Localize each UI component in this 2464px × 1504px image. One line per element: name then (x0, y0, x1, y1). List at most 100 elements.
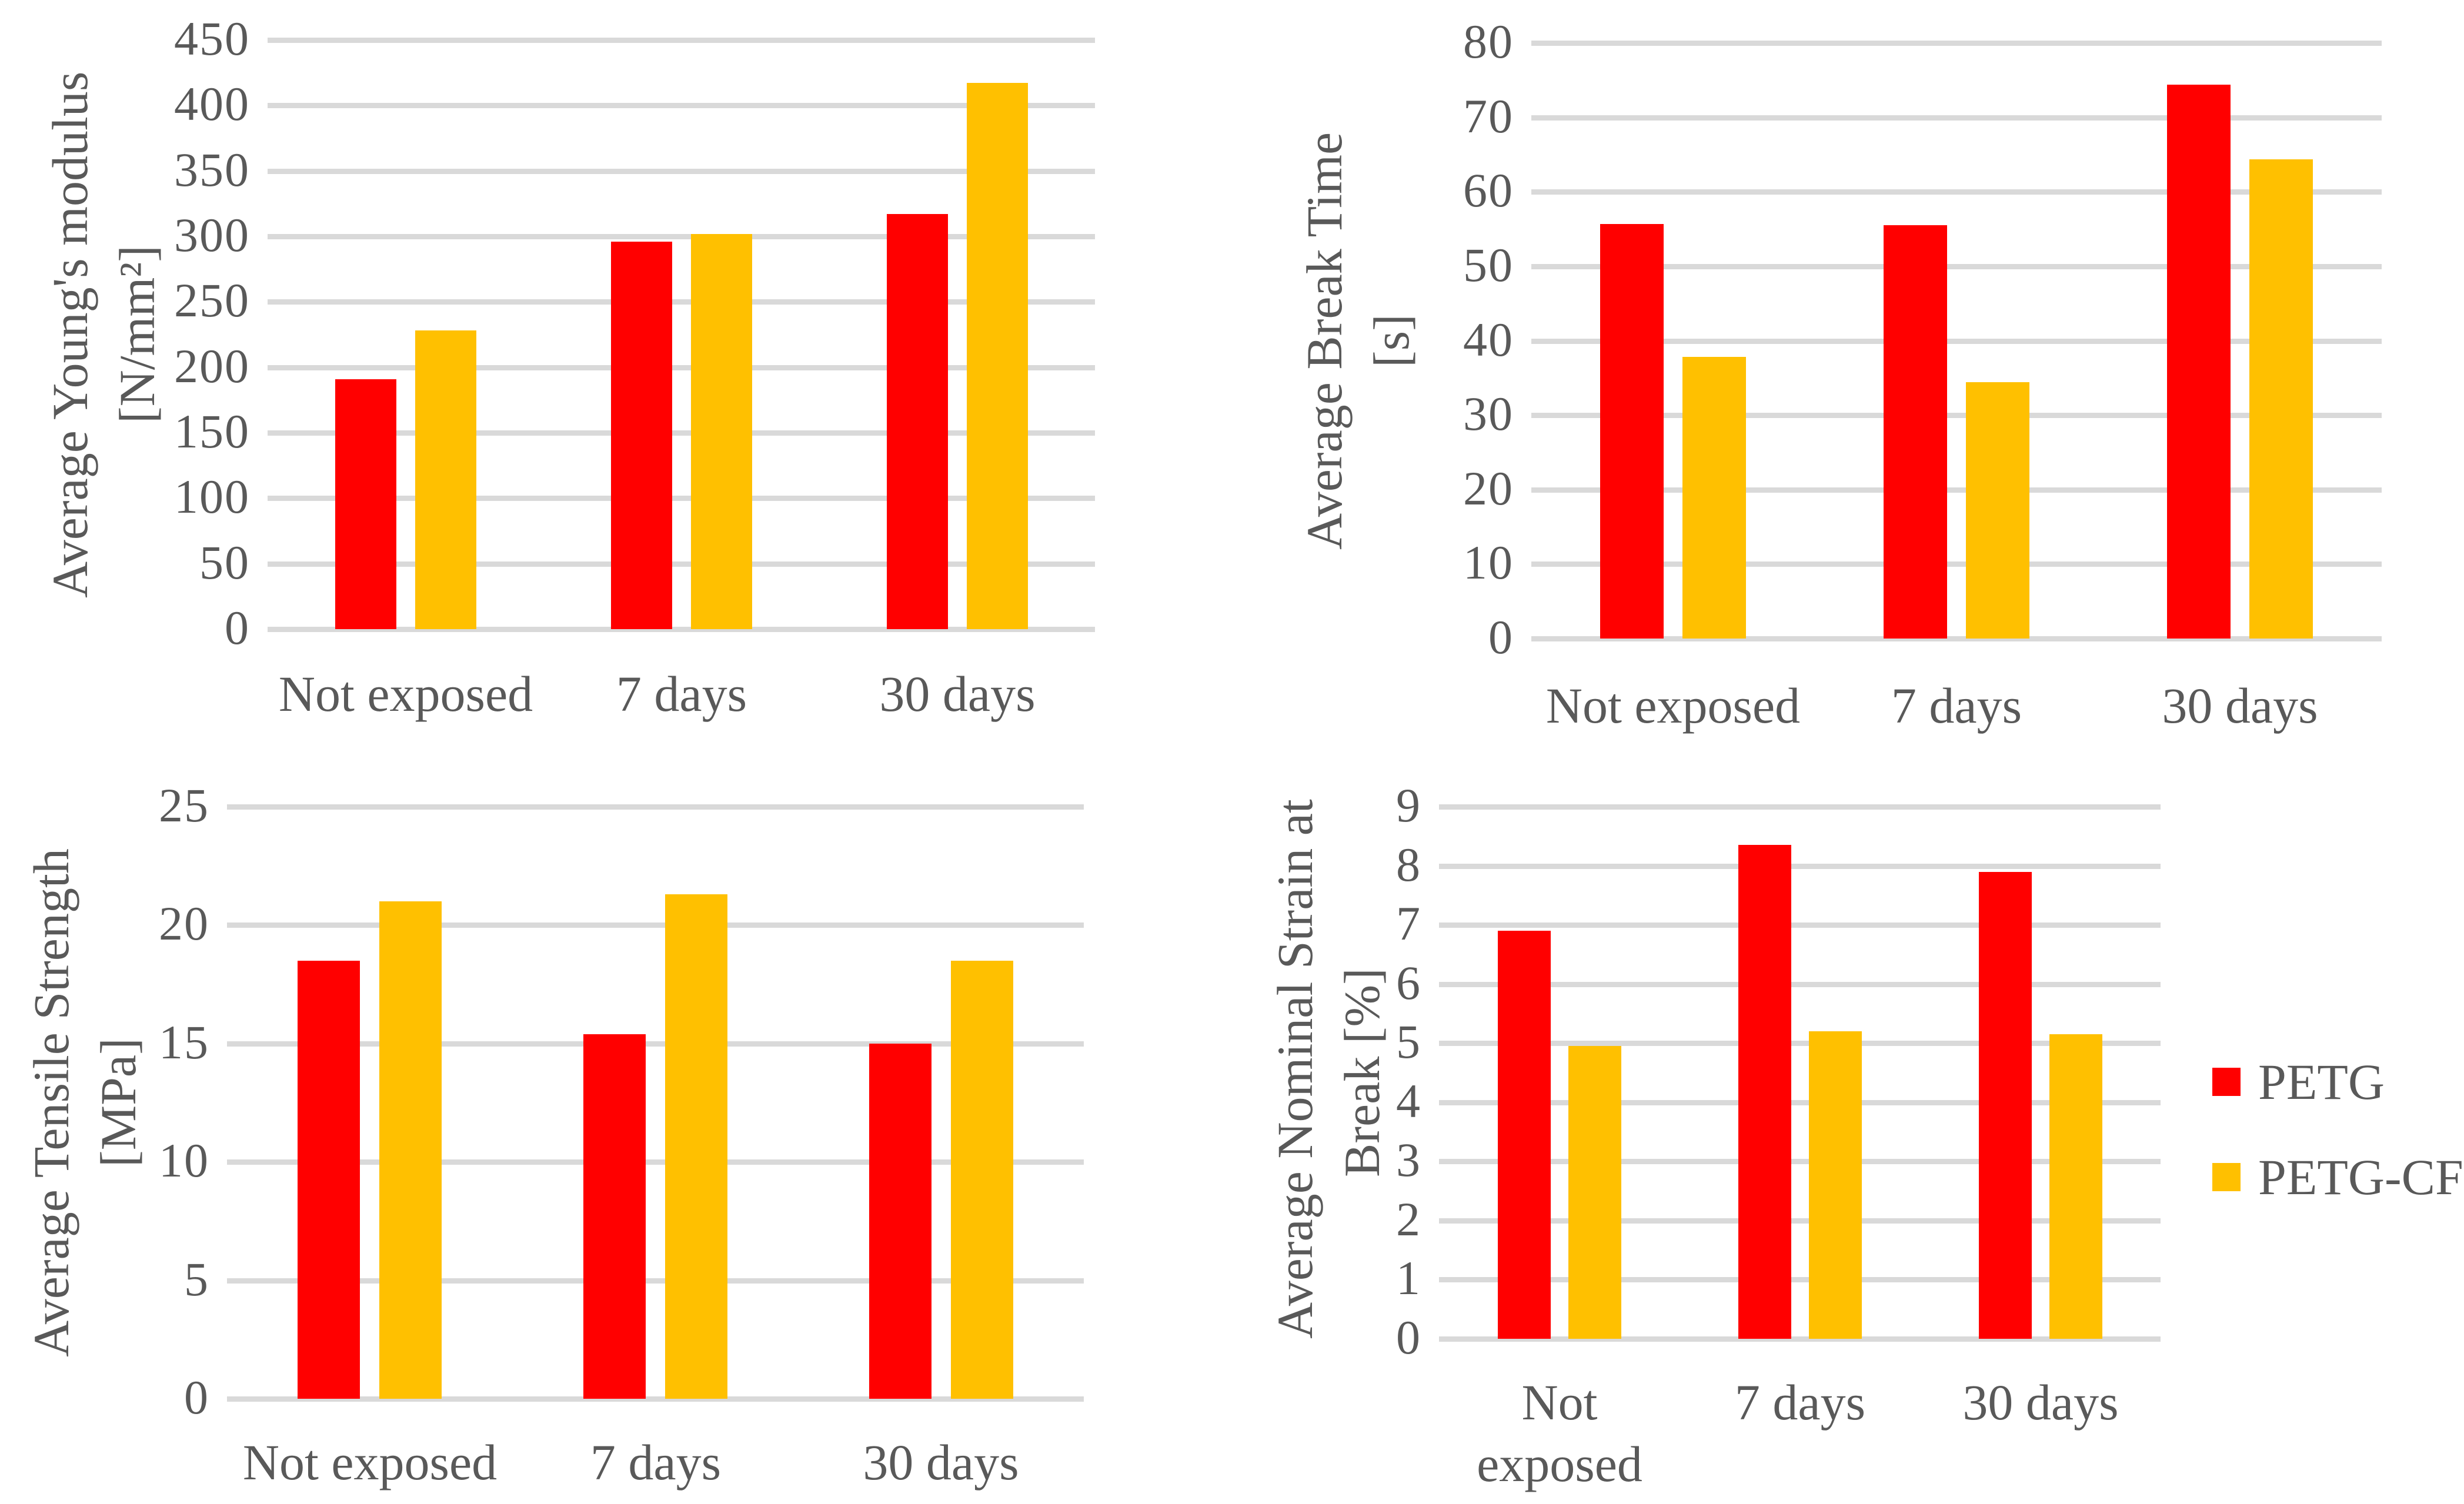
bar-petg-not-exposed (335, 379, 396, 629)
y-axis-tick-label: 6 (1396, 956, 1421, 1010)
bar-petg-not-exposed (1498, 931, 1551, 1339)
bar-petg-cf-not-exposed (1568, 1046, 1621, 1339)
y-axis-tick-label: 150 (174, 405, 250, 459)
bar-petg-30-days (1979, 872, 2032, 1339)
gridline (268, 169, 1095, 174)
x-axis-category-label: Not exposed (278, 666, 533, 722)
y-axis-tick-label: 0 (1396, 1311, 1421, 1365)
gridline (268, 627, 1095, 632)
x-axis-category-label: Not exposed (242, 1434, 498, 1490)
bar-petg-cf-30-days (951, 961, 1013, 1399)
gridline (1439, 1218, 2161, 1224)
x-axis-category-label: 30 days (863, 1434, 1019, 1490)
bar-petg-cf-30-days (2049, 1034, 2102, 1339)
legend: PETG PETG-CF (2212, 1052, 2463, 1243)
gridline (268, 234, 1095, 239)
x-axis-category-label: 7 days (616, 666, 747, 722)
gridline (1531, 41, 2382, 46)
y-axis-tick-label: 60 (1463, 163, 1514, 218)
bar-petg-cf-30-days (967, 83, 1028, 629)
y-axis-tick-label: 0 (225, 601, 250, 655)
gridline (1531, 115, 2382, 121)
legend-item-petg-cf: PETG-CF (2212, 1148, 2463, 1206)
bar-petg-not-exposed (298, 961, 360, 1399)
gridline (268, 496, 1095, 501)
x-axis-category-label: 30 days (1962, 1374, 2119, 1431)
gridline (227, 1278, 1084, 1284)
y-axis-tick-label: 0 (1488, 610, 1514, 664)
gridline (268, 430, 1095, 436)
y-axis-tick-label: 20 (1463, 462, 1514, 516)
y-axis-ticks: 80 70 60 50 40 30 20 10 0 (1232, 0, 1514, 753)
bar-petg-7-days (1884, 225, 1947, 639)
legend-swatch-petg (2212, 1068, 2241, 1096)
y-axis-tick-label: 2 (1396, 1192, 1421, 1246)
chart-youngs-modulus: Average Young's modulus [N/mm²] 450 400 35… (0, 0, 1232, 753)
bar-petg-not-exposed (1600, 224, 1664, 639)
bar-petg-cf-7-days (665, 894, 727, 1399)
bar-petg-cf-7-days (691, 234, 752, 629)
y-axis-tick-label: 0 (184, 1371, 209, 1425)
y-axis-tick-label: 300 (174, 208, 250, 262)
bar-petg-cf-7-days (1966, 382, 2029, 639)
y-axis-tick-label: 40 (1463, 313, 1514, 367)
y-axis-tick-label: 70 (1463, 89, 1514, 143)
gridline (1531, 413, 2382, 418)
y-axis-tick-label: 10 (159, 1134, 209, 1188)
y-axis-tick-label: 50 (199, 536, 250, 590)
legend-label: PETG (2258, 1054, 2385, 1110)
x-axis-category-label: 7 days (590, 1434, 722, 1490)
x-axis-category-label: Not exposed (1477, 1374, 1642, 1492)
plot-area (1531, 41, 2382, 641)
y-axis-tick-label: 25 (159, 778, 209, 833)
gridline (227, 804, 1084, 810)
y-axis-tick-label: 350 (174, 143, 250, 197)
gridline (1531, 189, 2382, 195)
gridline (227, 1396, 1084, 1402)
gridline (268, 562, 1095, 567)
bar-petg-30-days (869, 1044, 931, 1399)
gridline (1531, 636, 2382, 641)
gridline (268, 103, 1095, 108)
plot-area (268, 38, 1095, 632)
gridline (227, 1041, 1084, 1047)
y-axis-tick-label: 50 (1463, 238, 1514, 292)
x-axis-category-label: 7 days (1734, 1374, 1866, 1431)
gridline (1531, 562, 2382, 567)
plot-area (1439, 804, 2161, 1342)
y-axis-tick-label: 80 (1463, 15, 1514, 69)
legend-swatch-petg-cf (2212, 1163, 2241, 1191)
y-axis-tick-label: 30 (1463, 387, 1514, 441)
chart-tensile-strength: Average Tensile Strength [MPa] 25 20 15 10 5… (0, 753, 1232, 1504)
y-axis-tick-label: 250 (174, 273, 250, 327)
y-axis-tick-label: 9 (1396, 778, 1421, 833)
legend-item-petg: PETG (2212, 1052, 2463, 1111)
y-axis-tick-label: 450 (174, 12, 250, 66)
legend-label: PETG-CF (2258, 1149, 2463, 1205)
y-axis-tick-label: 100 (174, 470, 250, 524)
bar-petg-30-days (2167, 85, 2231, 639)
y-axis-tick-label: 7 (1396, 897, 1421, 951)
bar-petg-cf-7-days (1809, 1031, 1862, 1339)
gridline (268, 299, 1095, 305)
bar-petg-cf-not-exposed (1682, 357, 1746, 639)
x-axis-category-label: 7 days (1891, 677, 2022, 734)
chart-break-time: Average Break Time [s] 80 70 60 50 40 30 20 10 0… (1232, 0, 2464, 753)
bar-petg-cf-not-exposed (379, 901, 442, 1399)
y-axis-ticks: 450 400 350 300 250 200 150 100 50 0 (0, 0, 250, 753)
y-axis-tick-label: 5 (184, 1252, 209, 1306)
gridline (268, 38, 1095, 43)
gridline (1439, 1100, 2161, 1105)
y-axis-tick-label: 3 (1396, 1133, 1421, 1187)
y-axis-tick-label: 1 (1396, 1251, 1421, 1305)
bar-petg-cf-30-days (2249, 159, 2313, 639)
bar-petg-7-days (611, 242, 672, 629)
x-axis-category-label: 30 days (879, 666, 1036, 722)
gridline (1439, 864, 2161, 869)
gridline (1531, 487, 2382, 493)
gridline (1439, 982, 2161, 987)
y-axis-tick-label: 400 (174, 77, 250, 131)
gridline (227, 923, 1084, 928)
